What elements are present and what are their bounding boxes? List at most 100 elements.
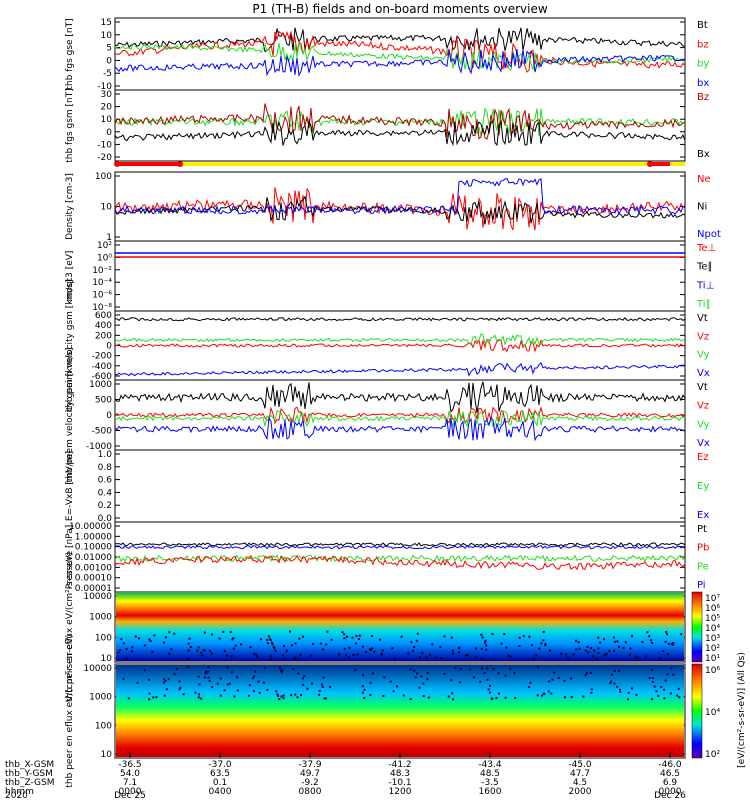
- y-tick-label: 0.2: [98, 501, 112, 511]
- noise-pixel: [666, 673, 669, 676]
- colorbar-tick: 10⁴: [705, 624, 720, 634]
- noise-pixel: [266, 639, 269, 641]
- series-Pt: [115, 542, 686, 547]
- noise-pixel: [617, 669, 620, 672]
- y-tick-label: 10: [101, 750, 113, 760]
- noise-pixel: [381, 649, 384, 652]
- noise-pixel: [363, 688, 366, 691]
- legend-Te∥: Te∥: [696, 262, 713, 273]
- series-Pi: [114, 545, 686, 550]
- noise-pixel: [658, 657, 661, 660]
- noise-pixel: [326, 630, 329, 633]
- noise-pixel: [380, 653, 383, 656]
- noise-pixel: [361, 685, 364, 688]
- panel-frame: [114, 591, 686, 663]
- noise-pixel: [544, 644, 547, 647]
- noise-pixel: [549, 649, 551, 652]
- noise-pixel: [443, 635, 446, 638]
- noise-pixel: [274, 649, 277, 652]
- y-tick-label: -400: [92, 362, 113, 372]
- noise-pixel: [196, 649, 199, 652]
- noise-pixel: [282, 697, 285, 700]
- noise-pixel: [530, 644, 533, 647]
- noise-pixel: [422, 682, 425, 685]
- noise-pixel: [676, 694, 679, 697]
- noise-pixel: [162, 681, 165, 684]
- figure-title: P1 (TH-B) fields and on-board moments ov…: [252, 2, 548, 16]
- noise-pixel: [207, 676, 210, 679]
- noise-pixel: [431, 643, 434, 646]
- noise-pixel: [194, 691, 197, 694]
- colorbar-tick: 10⁴: [705, 708, 720, 718]
- noise-pixel: [164, 636, 167, 639]
- noise-pixel: [344, 654, 347, 657]
- noise-pixel: [409, 698, 412, 701]
- legend-Vz: Vz: [697, 331, 709, 342]
- y-tick-label: 0.8: [98, 463, 113, 473]
- noise-pixel: [203, 676, 206, 679]
- noise-pixel: [570, 677, 573, 680]
- legend-Ez: Ez: [697, 452, 709, 463]
- noise-pixel: [599, 641, 602, 644]
- x-tick-x: -45.0: [568, 760, 592, 770]
- noise-pixel: [389, 680, 392, 683]
- x-tick-y: 54.0: [120, 769, 140, 779]
- x-tick-z: -10.1: [388, 778, 411, 788]
- noise-pixel: [228, 682, 231, 685]
- noise-pixel: [479, 680, 482, 683]
- y-tick-label: 1.00000: [75, 532, 112, 542]
- noise-pixel: [487, 688, 490, 691]
- noise-pixel: [208, 649, 211, 652]
- legend-Pe: Pe: [697, 561, 709, 572]
- series-by: [114, 42, 686, 71]
- series-bz: [114, 30, 686, 73]
- noise-pixel: [538, 647, 541, 650]
- y-tick-label: 0: [106, 342, 112, 352]
- noise-pixel: [168, 631, 171, 634]
- y-tick-label: 0: [106, 128, 112, 138]
- noise-pixel: [622, 646, 625, 649]
- noise-pixel: [495, 697, 498, 700]
- noise-pixel: [226, 666, 229, 669]
- y-tick-label: 1000: [89, 693, 112, 703]
- colorbar-tick: 10⁶: [705, 604, 720, 614]
- noise-pixel: [290, 694, 293, 697]
- noise-pixel: [627, 698, 629, 701]
- noise-pixel: [200, 697, 203, 700]
- noise-pixel: [348, 646, 351, 649]
- noise-pixel: [211, 686, 214, 689]
- noise-pixel: [356, 653, 359, 656]
- noise-pixel: [179, 686, 182, 689]
- noise-pixel: [586, 645, 589, 648]
- noise-pixel: [541, 694, 543, 697]
- noise-pixel: [667, 642, 670, 645]
- noise-pixel: [170, 648, 173, 651]
- panel-frame: [114, 310, 686, 381]
- noise-pixel: [616, 640, 619, 643]
- noise-pixel: [289, 630, 291, 633]
- noise-pixel: [300, 694, 302, 697]
- noise-pixel: [162, 641, 165, 644]
- noise-pixel: [325, 697, 327, 700]
- legend-Vt: Vt: [697, 313, 708, 324]
- noise-pixel: [418, 656, 421, 659]
- legend-Bx: Bx: [697, 149, 710, 160]
- noise-pixel: [202, 648, 205, 651]
- noise-pixel: [459, 668, 462, 671]
- legend-Ne: Ne: [697, 174, 711, 185]
- x-tick-t: 0400: [209, 787, 232, 797]
- y-axis-label: thb peer en eflux eV/(cm²-s-sr-eV): [65, 634, 75, 787]
- noise-pixel: [592, 655, 595, 658]
- series-Vt: [114, 381, 686, 413]
- noise-pixel: [294, 657, 297, 660]
- noise-pixel: [416, 672, 419, 675]
- noise-pixel: [343, 647, 346, 650]
- colorbar-tick: 10¹: [705, 654, 720, 664]
- noise-pixel: [536, 694, 539, 697]
- noise-pixel: [542, 639, 545, 642]
- noise-pixel: [605, 652, 608, 655]
- noise-pixel: [218, 637, 221, 640]
- noise-pixel: [178, 680, 181, 683]
